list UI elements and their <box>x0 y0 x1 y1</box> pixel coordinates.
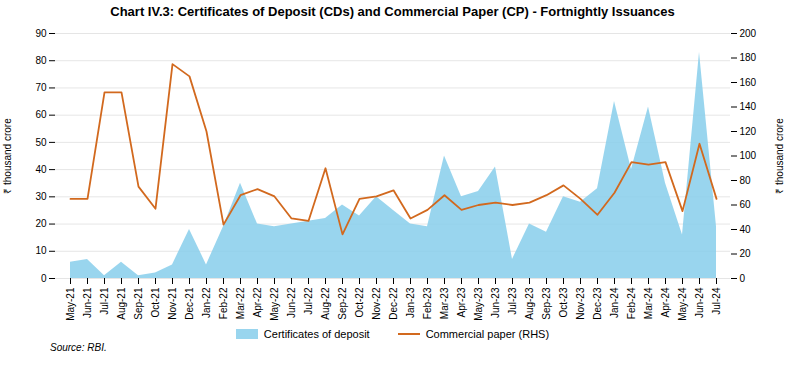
svg-text:Feb-24: Feb-24 <box>626 287 637 319</box>
svg-text:0: 0 <box>740 273 746 284</box>
svg-text:Nov-21: Nov-21 <box>167 287 178 320</box>
svg-text:Oct-21: Oct-21 <box>150 287 161 317</box>
svg-text:80: 80 <box>740 175 752 186</box>
svg-text:₹ thousand crore: ₹ thousand crore <box>774 118 785 194</box>
svg-text:60: 60 <box>740 199 752 210</box>
svg-text:Jul-21: Jul-21 <box>99 287 110 315</box>
svg-text:Jul-23: Jul-23 <box>507 287 518 315</box>
svg-text:Jun-21: Jun-21 <box>82 287 93 318</box>
html-text:Commercial paper (RHS): Commercial paper (RHS) <box>425 328 550 340</box>
svg-text:Jul-22: Jul-22 <box>303 287 314 315</box>
svg-text:90: 90 <box>35 28 47 39</box>
svg-text:Feb-23: Feb-23 <box>422 287 433 319</box>
html-text:Source: RBI.: Source: RBI. <box>50 342 107 353</box>
svg-text:0: 0 <box>41 273 47 284</box>
svg-text:Apr-22: Apr-22 <box>252 287 263 317</box>
svg-text:Jun-22: Jun-22 <box>286 287 297 318</box>
svg-text:Jan-24: Jan-24 <box>609 287 620 318</box>
svg-text:Nov-23: Nov-23 <box>575 287 586 320</box>
svg-text:180: 180 <box>740 52 757 63</box>
svg-text:Jan-23: Jan-23 <box>405 287 416 318</box>
svg-text:Jun-24: Jun-24 <box>694 287 705 318</box>
svg-text:Mar-22: Mar-22 <box>235 287 246 319</box>
svg-text:Oct-22: Oct-22 <box>354 287 365 317</box>
svg-text:Aug-23: Aug-23 <box>524 287 535 320</box>
svg-text:Mar-23: Mar-23 <box>439 287 450 319</box>
svg-text:Oct-23: Oct-23 <box>558 287 569 317</box>
svg-text:Aug-22: Aug-22 <box>320 287 331 320</box>
svg-text:10: 10 <box>35 245 47 256</box>
svg-text:Nov-22: Nov-22 <box>371 287 382 320</box>
svg-text:May-24: May-24 <box>677 287 688 321</box>
svg-text:20: 20 <box>740 248 752 259</box>
svg-text:Apr-24: Apr-24 <box>660 287 671 317</box>
svg-text:Jan-22: Jan-22 <box>201 287 212 318</box>
svg-text:Sep-21: Sep-21 <box>133 287 144 320</box>
svg-text:30: 30 <box>35 191 47 202</box>
html-text:Certificates of deposit: Certificates of deposit <box>263 328 370 340</box>
svg-text:Mar-24: Mar-24 <box>643 287 654 319</box>
svg-text:40: 40 <box>740 224 752 235</box>
svg-text:160: 160 <box>740 77 757 88</box>
svg-text:100: 100 <box>740 150 757 161</box>
svg-text:₹ thousand crore: ₹ thousand crore <box>2 118 13 194</box>
svg-text:Jun-23: Jun-23 <box>490 287 501 318</box>
svg-text:May-21: May-21 <box>65 287 76 321</box>
svg-text:60: 60 <box>35 109 47 120</box>
svg-text:May-22: May-22 <box>269 287 280 321</box>
html-text:Chart IV.3: Certificates of De: Chart IV.3: Certificates of Deposit (CDs… <box>110 4 675 19</box>
svg-text:120: 120 <box>740 126 757 137</box>
svg-text:Feb-22: Feb-22 <box>218 287 229 319</box>
svg-text:140: 140 <box>740 101 757 112</box>
svg-text:Sep-23: Sep-23 <box>541 287 552 320</box>
svg-text:Dec-21: Dec-21 <box>184 287 195 320</box>
svg-text:200: 200 <box>740 28 757 39</box>
svg-text:70: 70 <box>35 82 47 93</box>
svg-text:Aug-21: Aug-21 <box>116 287 127 320</box>
svg-text:20: 20 <box>35 218 47 229</box>
svg-text:Dec-22: Dec-22 <box>388 287 399 320</box>
svg-text:Sep-22: Sep-22 <box>337 287 348 320</box>
svg-text:May-23: May-23 <box>473 287 484 321</box>
svg-text:40: 40 <box>35 164 47 175</box>
svg-text:80: 80 <box>35 55 47 66</box>
svg-text:50: 50 <box>35 137 47 148</box>
svg-text:Apr-23: Apr-23 <box>456 287 467 317</box>
svg-text:Dec-23: Dec-23 <box>592 287 603 320</box>
svg-text:Jul-24: Jul-24 <box>711 287 722 315</box>
